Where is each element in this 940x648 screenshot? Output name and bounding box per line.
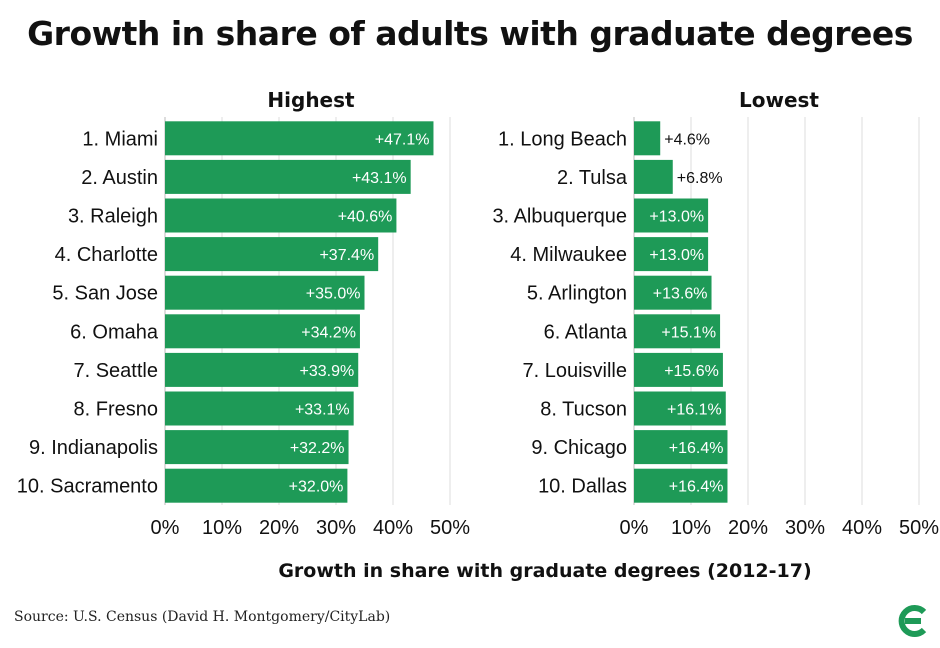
value-label: +15.1% bbox=[661, 324, 716, 341]
category-label: 6. Omaha bbox=[70, 321, 159, 343]
x-tick-label: 20% bbox=[259, 517, 299, 539]
bar bbox=[165, 121, 434, 156]
category-label: 3. Albuquerque bbox=[492, 206, 627, 228]
category-label: 3. Raleigh bbox=[68, 206, 158, 228]
page-title: Growth in share of adults with graduate … bbox=[27, 14, 913, 53]
category-label: 2. Austin bbox=[81, 167, 158, 189]
x-tick-label: 10% bbox=[671, 517, 711, 539]
bar bbox=[634, 391, 726, 426]
category-label: 8. Tucson bbox=[540, 399, 627, 421]
bar bbox=[165, 468, 348, 503]
x-tick-label: 50% bbox=[899, 517, 939, 539]
bar bbox=[165, 430, 349, 465]
value-label: +32.0% bbox=[289, 479, 344, 496]
bar bbox=[165, 159, 411, 194]
bar bbox=[634, 468, 728, 503]
chart-area: 0% 10% 20% 30% 40% 50% Highest 1. Miami +47.1% 2.… bbox=[17, 88, 939, 582]
x-tick-label: 30% bbox=[316, 517, 356, 539]
x-tick-label: 0% bbox=[151, 517, 180, 539]
bar bbox=[634, 352, 723, 387]
bar bbox=[634, 237, 709, 272]
value-label: +43.1% bbox=[352, 170, 407, 187]
category-label: 10. Sacramento bbox=[17, 476, 158, 498]
bar bbox=[634, 430, 728, 465]
category-label: 7. Louisville bbox=[522, 360, 627, 382]
value-label: +16.1% bbox=[667, 402, 722, 419]
x-tick-label: 40% bbox=[842, 517, 882, 539]
bar bbox=[634, 159, 673, 194]
value-label: +16.4% bbox=[669, 440, 724, 457]
category-label: 5. Arlington bbox=[527, 283, 627, 305]
bar bbox=[634, 121, 661, 156]
value-label: +47.1% bbox=[375, 131, 430, 148]
lowest-panel: 0% 10% 20% 30% 40% 50% Lowest 1. Long Beach +4.6… bbox=[492, 88, 939, 539]
category-label: 9. Indianapolis bbox=[29, 437, 158, 459]
category-label: 5. San Jose bbox=[52, 283, 158, 305]
category-label: 1. Miami bbox=[82, 128, 158, 150]
bar bbox=[165, 314, 360, 349]
x-axis-title: Growth in share with graduate degrees (2… bbox=[278, 560, 811, 582]
value-label: +13.6% bbox=[653, 286, 708, 303]
category-label: 2. Tulsa bbox=[557, 167, 628, 189]
value-label: +33.9% bbox=[300, 363, 355, 380]
value-label: +16.4% bbox=[669, 479, 724, 496]
x-tick-label: 30% bbox=[785, 517, 825, 539]
bar bbox=[165, 352, 359, 387]
bar bbox=[165, 275, 365, 310]
value-label: +34.2% bbox=[301, 324, 356, 341]
bar bbox=[165, 237, 379, 272]
category-label: 1. Long Beach bbox=[498, 128, 627, 150]
bar bbox=[634, 314, 721, 349]
value-label: +40.6% bbox=[338, 209, 393, 226]
value-label: +15.6% bbox=[664, 363, 719, 380]
value-label: +32.2% bbox=[290, 440, 345, 457]
citylab-c-logo-icon bbox=[898, 605, 927, 637]
panel-title: Highest bbox=[267, 88, 355, 112]
bar bbox=[634, 198, 709, 233]
bar bbox=[165, 198, 397, 233]
category-label: 6. Atlanta bbox=[544, 321, 628, 343]
value-label: +37.4% bbox=[319, 247, 374, 264]
value-label: +4.6% bbox=[664, 131, 710, 148]
bar bbox=[165, 391, 354, 426]
category-label: 10. Dallas bbox=[538, 476, 627, 498]
value-label: +33.1% bbox=[295, 402, 350, 419]
category-label: 4. Charlotte bbox=[55, 244, 158, 266]
x-tick-label: 0% bbox=[620, 517, 649, 539]
x-tick-label: 10% bbox=[202, 517, 242, 539]
x-tick-label: 20% bbox=[728, 517, 768, 539]
category-label: 9. Chicago bbox=[531, 437, 627, 459]
x-tick-label: 50% bbox=[430, 517, 470, 539]
value-label: +13.0% bbox=[649, 209, 704, 226]
value-label: +13.0% bbox=[649, 247, 704, 264]
category-label: 7. Seattle bbox=[73, 360, 158, 382]
bar bbox=[634, 275, 712, 310]
highest-panel: 0% 10% 20% 30% 40% 50% Highest 1. Miami +47.1% 2.… bbox=[17, 88, 470, 539]
x-tick-label: 40% bbox=[373, 517, 413, 539]
source-note: Source: U.S. Census (David H. Montgomery… bbox=[14, 609, 391, 625]
category-label: 8. Fresno bbox=[74, 399, 158, 421]
value-label: +35.0% bbox=[306, 286, 361, 303]
value-label: +6.8% bbox=[677, 170, 723, 187]
panel-title: Lowest bbox=[739, 88, 819, 112]
category-label: 4. Milwaukee bbox=[510, 244, 627, 266]
